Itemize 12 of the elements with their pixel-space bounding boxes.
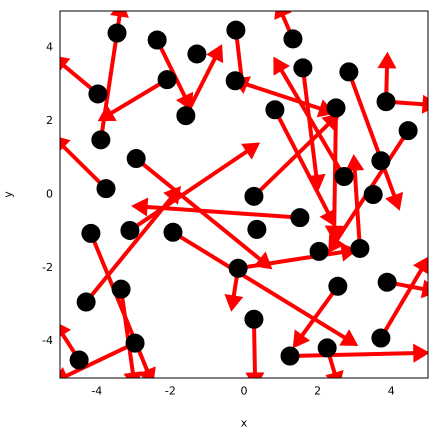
- y-tick-label: -4: [42, 334, 53, 348]
- x-axis-title: x: [240, 416, 248, 430]
- x-tick-label: 2: [314, 384, 322, 398]
- y-tick-label: 2: [46, 114, 53, 127]
- x-tick-label: 0: [240, 384, 248, 398]
- y-axis-title: y: [1, 190, 14, 198]
- y-tick-label: 4: [46, 40, 53, 54]
- y-tick-label: -2: [42, 260, 53, 274]
- x-tick-label: 4: [388, 384, 395, 398]
- y-tick-label: 0: [46, 187, 53, 200]
- x-tick-label: -4: [91, 384, 102, 398]
- x-tick-label: -2: [164, 384, 176, 398]
